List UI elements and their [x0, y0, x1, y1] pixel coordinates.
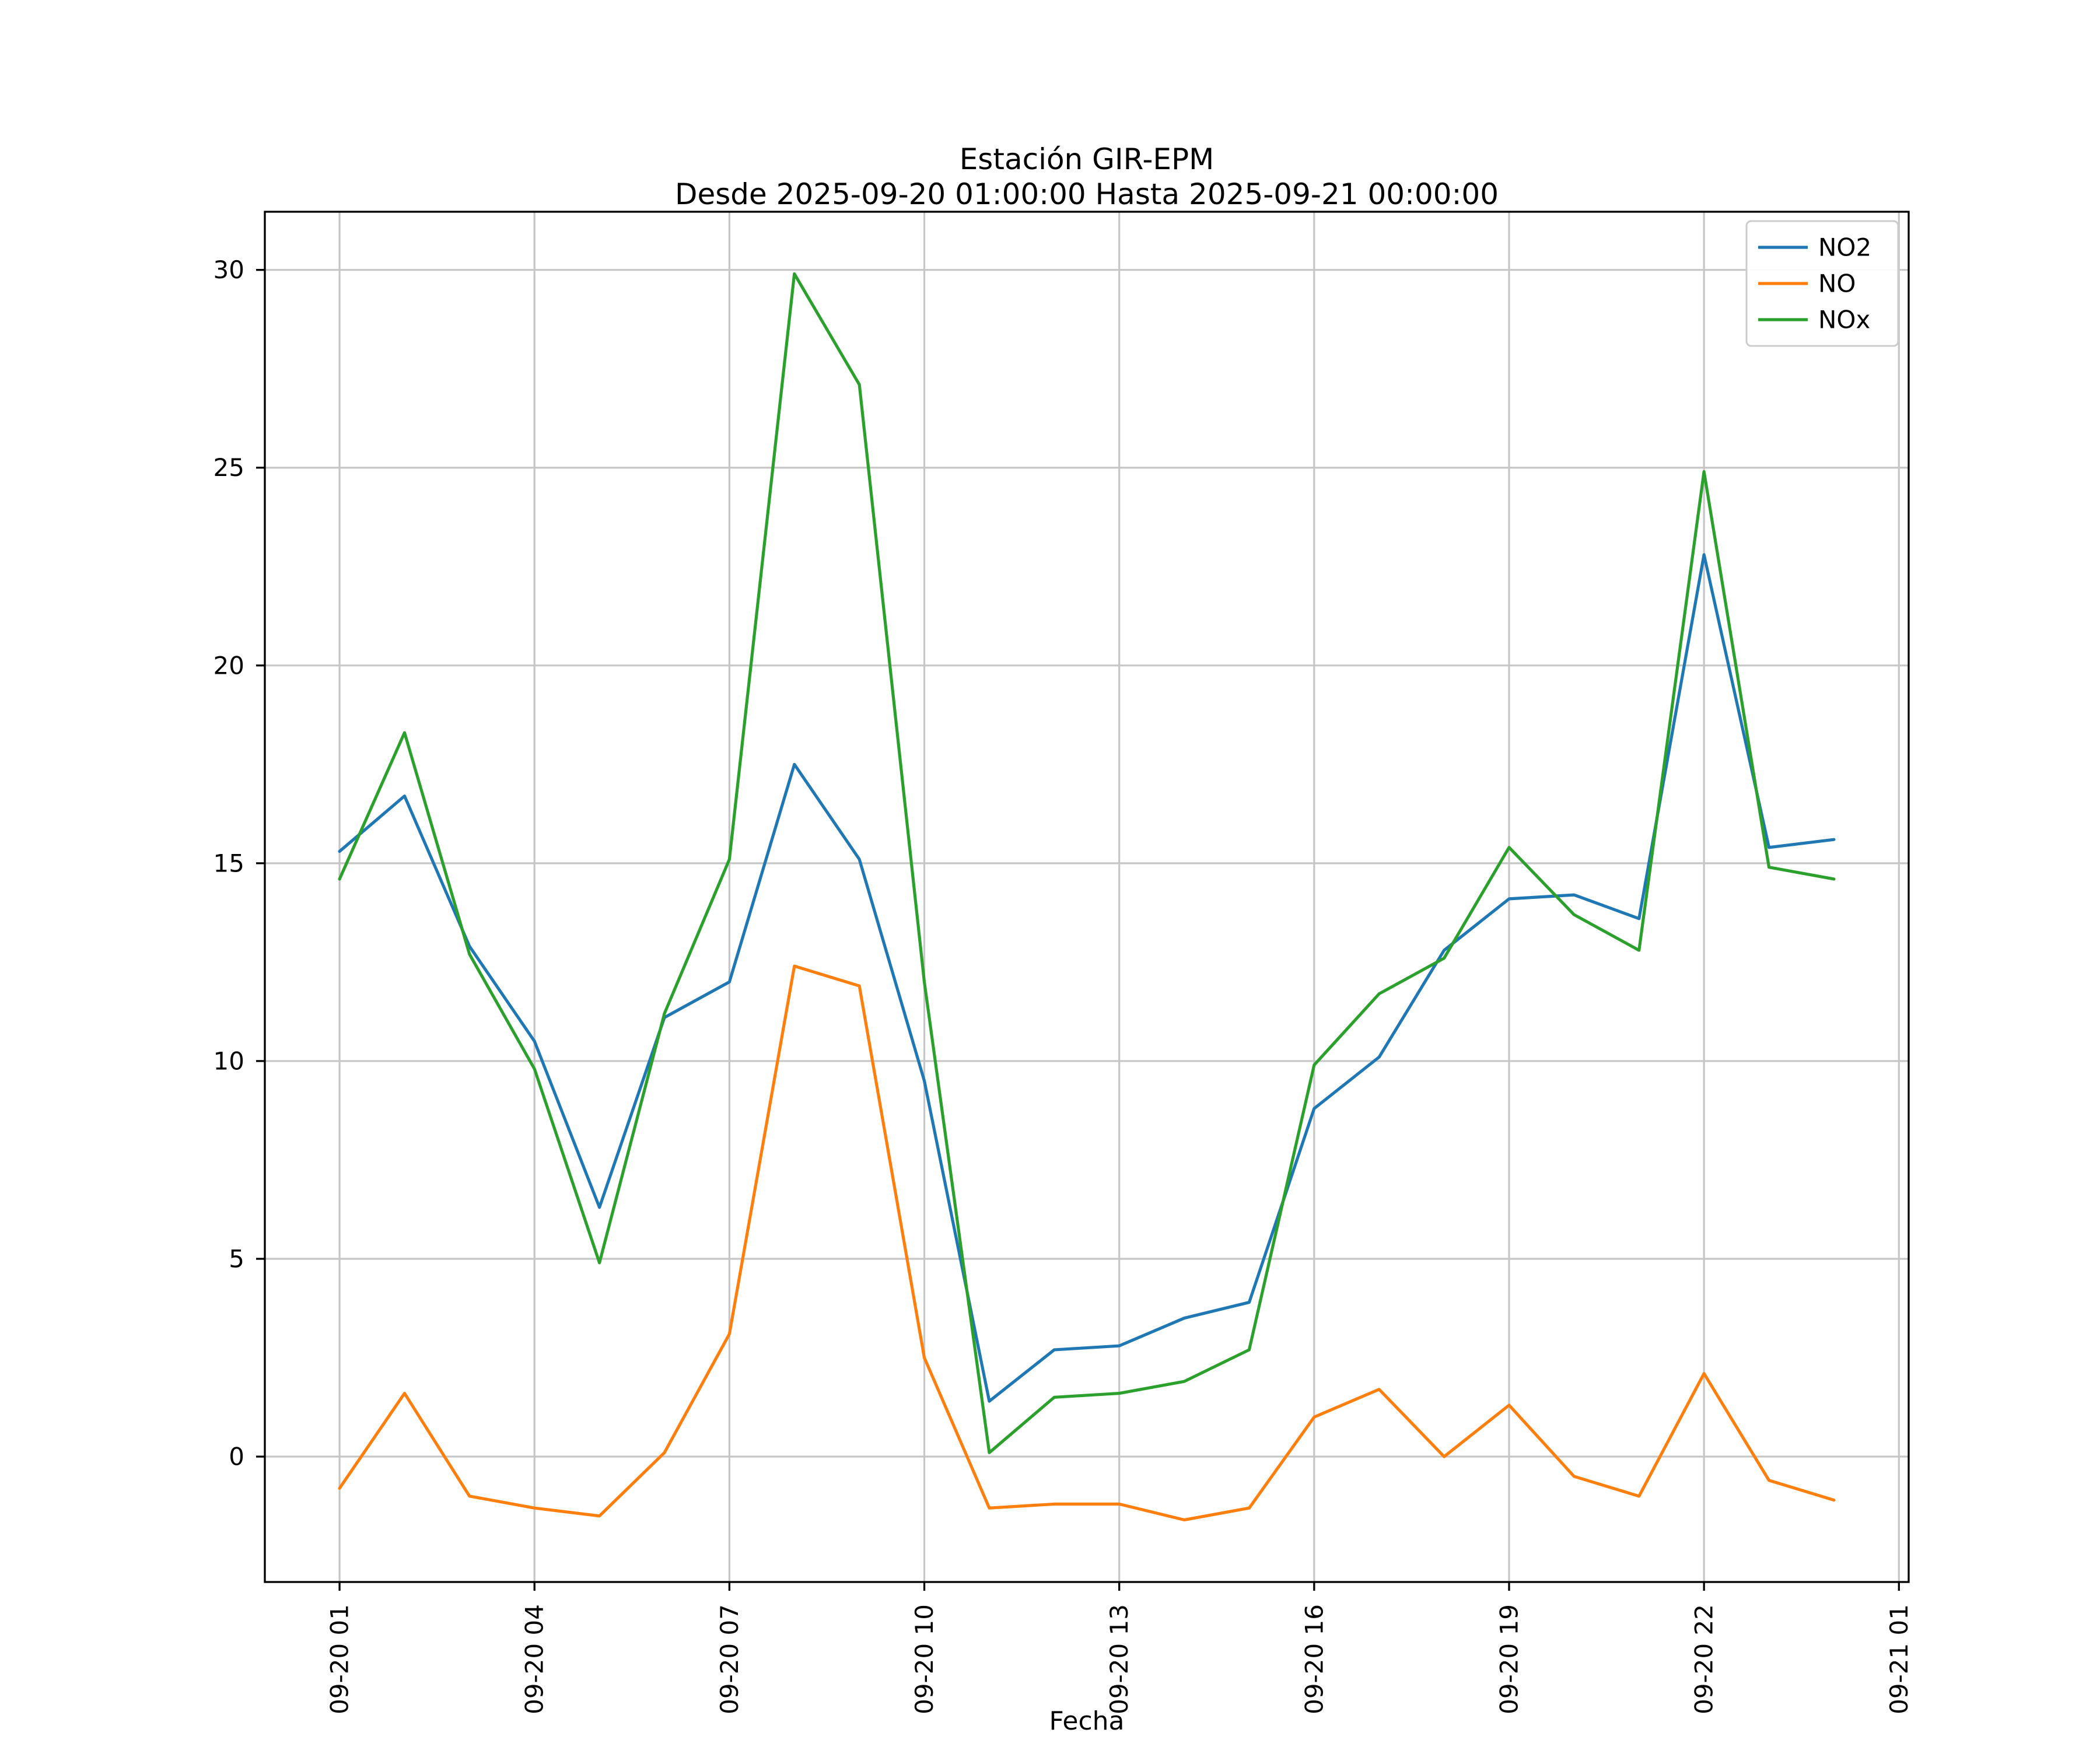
x-tick-label: 09-20 07: [715, 1604, 744, 1714]
legend-box: [1745, 220, 1899, 347]
x-axis-label: Fecha: [1049, 1706, 1124, 1736]
series-lines: [338, 272, 1836, 1522]
grid-lines: [265, 212, 1909, 1582]
legend-item-NOx: NOx: [1758, 306, 1870, 334]
x-tick-label: 09-20 19: [1494, 1604, 1523, 1714]
y-tick-label: 15: [214, 849, 244, 877]
y-tick-label: 25: [214, 453, 244, 482]
chart-generated-content: 0 5 10 15 20 25 30 09-20 01 09-20 04 09-20 07 09-2…: [214, 211, 1913, 1714]
legend-label: NOx: [1818, 306, 1870, 334]
legend: NO2 NO NOx: [1745, 220, 1899, 347]
legend-label: NO: [1818, 270, 1856, 298]
x-tick-label: 09-20 04: [520, 1604, 549, 1714]
x-tick-label: 09-20 10: [910, 1604, 939, 1714]
legend-item-NO2: NO2: [1758, 233, 1871, 262]
chart-title: Estación GIR-EPM: [960, 142, 1214, 176]
series-line-NO2: [338, 553, 1836, 1403]
plot-border: [264, 211, 1910, 1583]
x-tick-label: 09-20 16: [1300, 1604, 1328, 1714]
series-line-NOx: [338, 272, 1836, 1454]
x-tick-label: 09-21 01: [1885, 1604, 1913, 1714]
series-line-NO: [338, 964, 1836, 1522]
y-tick-label: 0: [229, 1443, 244, 1471]
tick-marks: [256, 269, 1900, 1591]
legend-item-NO: NO: [1758, 270, 1856, 298]
y-tick-label: 30: [214, 256, 244, 284]
y-tick-label: 20: [214, 651, 244, 680]
y-tick-label: 5: [229, 1244, 244, 1273]
x-tick-label: 09-20 13: [1105, 1604, 1133, 1714]
y-tick-label: 10: [214, 1046, 244, 1075]
x-tick-label: 09-20 01: [326, 1604, 354, 1714]
tick-labels: 0 5 10 15 20 25 30 09-20 01 09-20 04 09-20 07 09-2…: [214, 256, 1913, 1714]
chart-subtitle: Desde 2025-09-20 01:00:00 Hasta 2025-09-…: [675, 177, 1499, 211]
legend-label: NO2: [1818, 233, 1871, 262]
x-tick-label: 09-20 22: [1690, 1604, 1718, 1714]
